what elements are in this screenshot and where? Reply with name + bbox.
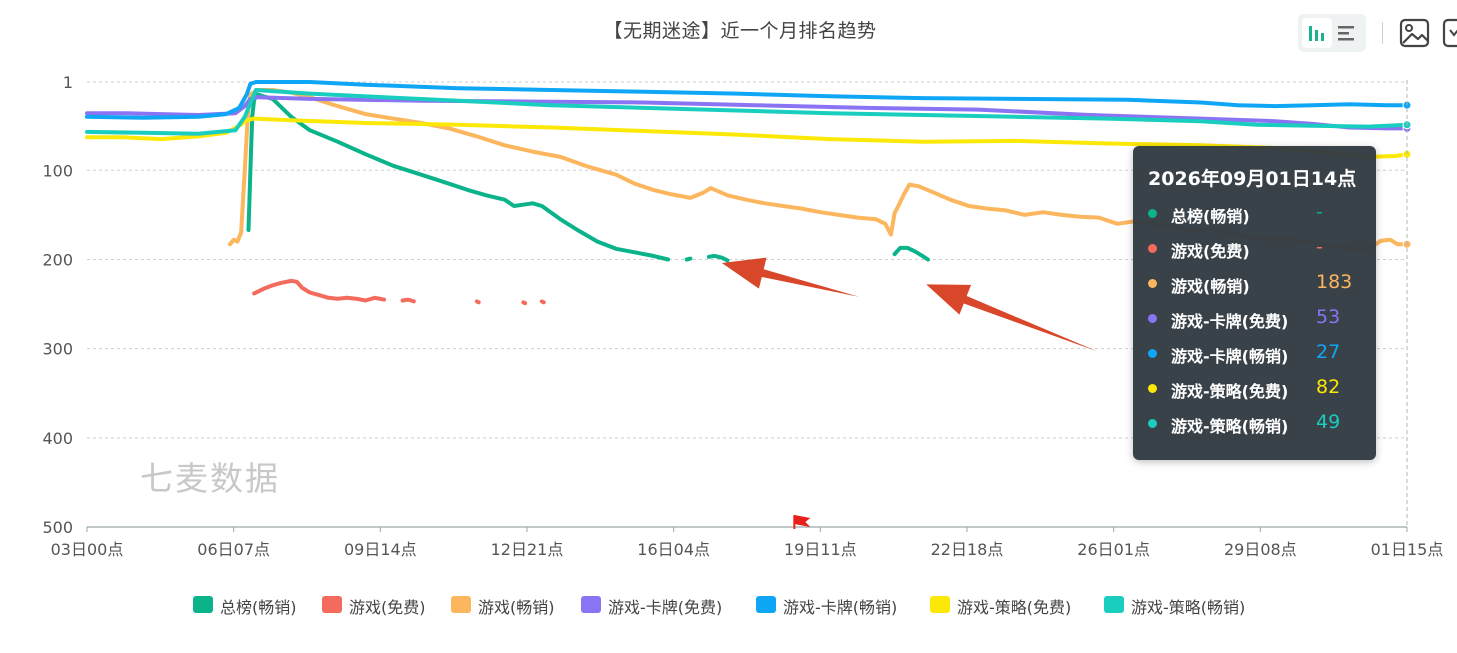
legend-swatch [581,596,601,613]
tooltip-series-dot [1148,209,1157,218]
image-download-icon[interactable] [1398,16,1432,50]
legend-label: 游戏-策略(免费) [957,598,1072,617]
tooltip-row: 游戏-卡牌(免费) 53 [1148,306,1368,331]
y-tick-label: 200 [42,250,73,269]
data-tooltip: 2026年09月01日14点 总榜(畅销) - 游戏(免费) - 游戏(畅销) 183 游戏… [1133,146,1376,460]
tooltip-row: 游戏-卡牌(畅销) 27 [1148,341,1368,366]
y-tick-label: 300 [42,340,73,359]
series-line [252,278,386,303]
tooltip-series-name: 游戏(畅销) [1171,277,1250,296]
series-line [539,299,546,305]
watermark: 七麦数据 [140,459,280,498]
y-tick-label: 100 [42,161,73,180]
series-line [474,299,481,305]
x-tick-label: 16日04点 [637,540,710,559]
x-tick-label: 29日08点 [1224,540,1297,559]
legend: 总榜(畅销) 游戏(免费) 游戏(畅销) 游戏-卡牌(免费) 游戏-卡牌(畅销) 游戏-策… [0,592,1457,617]
tooltip-series-dot [1148,349,1157,358]
legend-swatch [322,596,342,613]
tooltip-row: 游戏-策略(免费) 82 [1148,376,1368,401]
flag-marker-icon [793,515,811,529]
bar-chart-icon[interactable] [1302,18,1332,48]
legend-swatch [451,596,471,613]
view-switch [1298,14,1366,52]
tooltip-row: 游戏(畅销) 183 [1148,271,1368,296]
tooltip-title: 2026年09月01日14点 [1148,168,1357,190]
series-line [400,297,416,304]
annotation-arrow [721,257,860,297]
legend-label: 游戏-卡牌(免费) [608,598,723,617]
legend-swatch [1104,596,1124,613]
x-tick-label: 01日15点 [1371,540,1444,559]
tooltip-series-name: 游戏-策略(免费) [1171,382,1289,401]
legend-swatch [193,596,213,613]
tooltip-series-dot [1148,244,1157,253]
tooltip-series-value: - [1316,201,1323,223]
legend-label: 游戏(畅销) [478,598,555,617]
tooltip-series-value: 49 [1316,411,1341,433]
chart-title: 【无期迷途】近一个月排名趋势 [603,20,877,42]
series-line [684,256,693,262]
legend-label: 游戏-策略(畅销) [1131,598,1246,617]
legend-label: 游戏-卡牌(畅销) [783,598,898,617]
series-line [85,80,1409,120]
series-line [521,300,528,306]
tooltip-series-name: 游戏-策略(畅销) [1171,417,1289,436]
tooltip-row: 游戏(免费) - [1148,236,1368,261]
tooltip-series-value: 183 [1316,271,1353,293]
toolbar-separator [1382,22,1383,44]
tooltip-row: 总榜(畅销) - [1148,201,1368,226]
y-tick-label: 500 [42,518,73,537]
y-tick-label: 1 [63,73,73,92]
annotations [721,257,1097,529]
legend-label: 游戏(免费) [349,598,426,617]
legend-swatch [756,596,776,613]
tooltip-series-value: 27 [1316,341,1341,363]
tooltip-series-value: - [1316,236,1323,258]
series-line [85,88,1409,136]
tooltip-series-name: 总榜(畅销) [1171,207,1250,226]
annotation-arrow [926,284,1097,352]
x-tick-label: 03日00点 [51,540,124,559]
tooltip-series-dot [1148,419,1157,428]
x-tick-label: 19日11点 [784,540,857,559]
tooltip-series-name: 游戏-卡牌(畅销) [1171,347,1289,366]
axes: 1 100 200 300 400 500 03日00点 06日07点 09日14点 12日21点… [42,73,1443,559]
tooltip-series-value: 53 [1316,306,1341,328]
tooltip-row: 游戏-策略(畅销) 49 [1148,411,1368,436]
tooltip-series-dot [1148,384,1157,393]
x-tick-label: 09日14点 [344,540,417,559]
x-tick-label: 12日21点 [491,540,564,559]
legend-swatch [930,596,950,613]
tooltip-series-name: 游戏(免费) [1171,242,1250,261]
tooltip-series-dot [1148,314,1157,323]
y-tick-label: 400 [42,429,73,448]
tooltip-series-dot [1148,279,1157,288]
tooltip-series-name: 游戏-卡牌(免费) [1171,312,1289,331]
series-line [706,253,730,263]
series-line [892,245,930,262]
x-tick-label: 22日18点 [931,540,1004,559]
flag-cloth [794,515,811,527]
x-tick-label: 06日07点 [197,540,270,559]
list-icon[interactable] [1332,18,1362,48]
x-tick-label: 26日01点 [1077,540,1150,559]
legend-label: 总榜(畅销) [220,598,297,617]
series-line [246,92,671,262]
tooltip-series-value: 82 [1316,376,1341,398]
